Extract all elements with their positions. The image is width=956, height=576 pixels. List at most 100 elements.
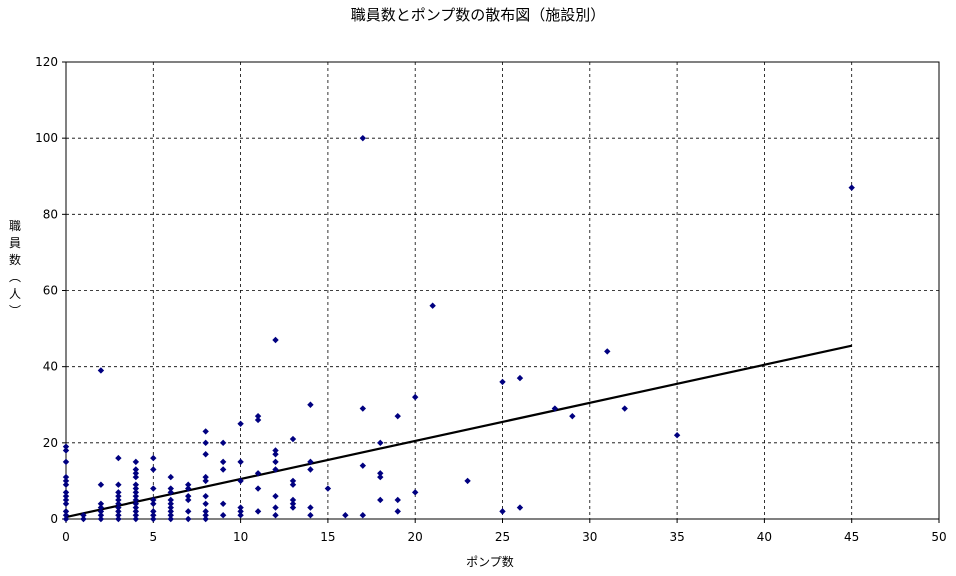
data-point bbox=[621, 405, 628, 412]
x-tick-label: 20 bbox=[408, 530, 423, 544]
data-point bbox=[62, 447, 70, 454]
data-point bbox=[132, 500, 140, 507]
data-point bbox=[132, 470, 140, 477]
data-point bbox=[185, 481, 192, 488]
data-point bbox=[115, 508, 122, 515]
data-point bbox=[254, 412, 262, 420]
y-tick-label: 20 bbox=[43, 436, 58, 450]
data-point bbox=[516, 374, 524, 382]
data-point bbox=[167, 515, 174, 523]
data-point bbox=[377, 496, 384, 504]
data-point bbox=[202, 428, 209, 435]
data-point bbox=[202, 477, 209, 485]
data-point bbox=[132, 511, 140, 519]
data-point bbox=[394, 508, 401, 515]
data-point bbox=[604, 348, 611, 355]
data-point bbox=[97, 504, 105, 511]
data-point bbox=[132, 504, 140, 511]
data-point bbox=[202, 492, 209, 500]
x-tick-label: 40 bbox=[757, 530, 772, 544]
chart-title: 職員数とポンプ数の散布図（施設別） bbox=[351, 6, 606, 24]
data-point bbox=[272, 447, 279, 454]
data-point bbox=[62, 458, 70, 466]
data-point bbox=[150, 508, 157, 515]
data-point bbox=[219, 511, 227, 519]
data-point bbox=[202, 508, 209, 515]
data-point bbox=[150, 466, 157, 473]
data-point bbox=[237, 458, 244, 466]
data-point bbox=[272, 466, 279, 473]
data-point bbox=[115, 504, 122, 511]
data-point bbox=[80, 515, 87, 523]
data-point bbox=[132, 496, 140, 504]
data-point bbox=[115, 489, 122, 496]
data-point bbox=[97, 515, 105, 523]
data-point bbox=[97, 481, 105, 488]
data-point bbox=[289, 481, 297, 488]
data-point bbox=[412, 393, 419, 401]
data-points bbox=[62, 134, 855, 523]
data-point bbox=[132, 481, 140, 488]
x-tick-label: 10 bbox=[233, 530, 248, 544]
x-tick-label: 45 bbox=[844, 530, 859, 544]
data-point bbox=[150, 454, 157, 462]
data-point bbox=[307, 458, 314, 466]
data-point bbox=[219, 458, 227, 466]
data-point bbox=[551, 405, 559, 412]
data-point bbox=[97, 511, 105, 519]
data-point bbox=[185, 492, 192, 500]
data-point bbox=[359, 511, 367, 519]
data-point bbox=[359, 405, 367, 412]
data-point bbox=[115, 481, 122, 488]
data-point bbox=[237, 504, 244, 511]
data-point bbox=[132, 485, 140, 492]
data-point bbox=[307, 504, 314, 511]
y-axis-ticks: 0 20 40 60 80 100 120 bbox=[35, 55, 66, 526]
data-point bbox=[254, 416, 262, 424]
data-point bbox=[115, 496, 122, 504]
data-point bbox=[115, 500, 122, 507]
x-axis-ticks: 0 5 10 15 20 25 30 35 40 45 50 bbox=[62, 519, 947, 544]
x-tick-label: 25 bbox=[495, 530, 510, 544]
data-point bbox=[167, 500, 174, 507]
data-point bbox=[219, 439, 227, 447]
data-point bbox=[272, 336, 279, 344]
data-point bbox=[132, 508, 140, 515]
data-point bbox=[167, 496, 174, 504]
data-point bbox=[202, 451, 209, 458]
x-axis-title: ポンプ数 bbox=[466, 554, 514, 569]
data-point bbox=[167, 485, 174, 492]
data-point bbox=[219, 500, 227, 507]
data-point bbox=[499, 378, 506, 386]
data-point bbox=[150, 485, 157, 492]
data-point bbox=[202, 473, 209, 481]
data-point bbox=[254, 508, 262, 515]
data-point bbox=[115, 454, 122, 462]
data-point bbox=[377, 473, 384, 481]
data-point bbox=[412, 489, 419, 496]
y-tick-label: 40 bbox=[43, 360, 58, 374]
data-point bbox=[62, 477, 70, 485]
data-point bbox=[394, 496, 401, 504]
data-point bbox=[132, 515, 140, 523]
data-point bbox=[307, 466, 314, 473]
data-point bbox=[429, 302, 436, 309]
data-point bbox=[342, 511, 349, 519]
data-point bbox=[185, 485, 192, 492]
data-point bbox=[202, 500, 209, 507]
data-point bbox=[237, 477, 244, 485]
data-point bbox=[132, 458, 140, 466]
data-point bbox=[324, 485, 332, 492]
data-point bbox=[289, 496, 297, 504]
x-tick-label: 15 bbox=[320, 530, 335, 544]
data-point bbox=[132, 489, 140, 496]
data-point bbox=[62, 511, 70, 519]
gridlines bbox=[66, 62, 939, 519]
y-axis-title: 職員数︵人︶ bbox=[9, 219, 21, 318]
data-point bbox=[150, 515, 157, 523]
data-point bbox=[62, 515, 70, 523]
y-tick-label: 60 bbox=[43, 284, 58, 298]
data-point bbox=[848, 184, 855, 191]
data-point bbox=[62, 496, 70, 504]
data-point bbox=[80, 511, 87, 519]
